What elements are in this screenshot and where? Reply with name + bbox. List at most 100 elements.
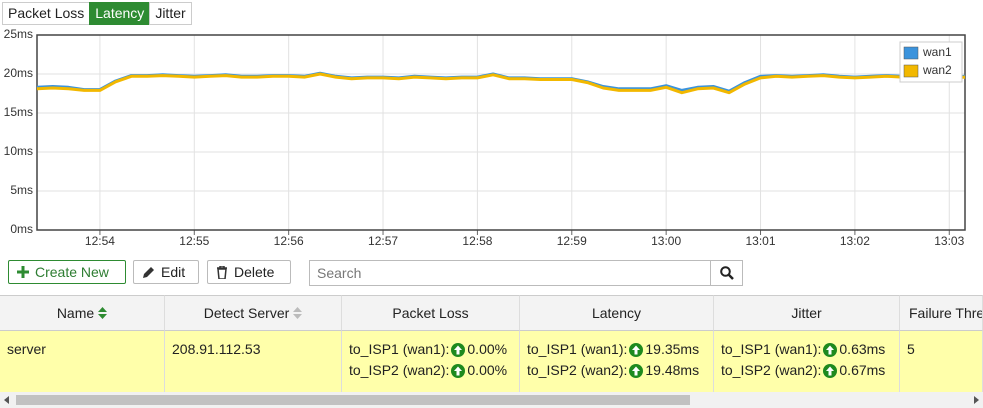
link-value: 0.00% <box>467 341 508 357</box>
icon-arrow <box>632 345 641 354</box>
header-label: Packet Loss <box>392 305 469 321</box>
y-tick-label: 25ms <box>4 27 33 41</box>
legend-label: wan2 <box>922 63 952 77</box>
status-up-icon <box>823 342 838 357</box>
x-tick-label: 12:55 <box>179 234 209 248</box>
link-value: 0.67ms <box>839 362 886 378</box>
column-header[interactable]: Jitter <box>714 295 900 331</box>
status-up-icon <box>629 342 644 357</box>
table-cell: 5 <box>900 331 983 392</box>
x-tick-label: 12:58 <box>462 234 492 248</box>
link-value: 19.35ms <box>645 341 700 357</box>
tab[interactable]: Latency <box>89 2 151 25</box>
status-up-icon <box>451 342 466 357</box>
cell-line: to_ISP2 (wan2): 0.67ms <box>721 360 892 381</box>
icon-arrow <box>454 366 463 375</box>
cell-text: server <box>7 341 46 357</box>
header-label: Name <box>56 305 95 321</box>
x-tick-label: 13:00 <box>651 234 681 248</box>
link-label: to_ISP2 (wan2): <box>349 362 450 378</box>
legend-label: wan1 <box>922 45 952 59</box>
y-tick-label: 10ms <box>4 144 33 158</box>
link-label: to_ISP1 (wan1): <box>721 341 822 357</box>
x-tick-label: 12:56 <box>274 234 304 248</box>
link-label: to_ISP2 (wan2): <box>527 362 628 378</box>
link-value: 0.00% <box>467 362 508 378</box>
series-line <box>36 72 966 95</box>
chart: 0ms 5ms 10ms 15ms 20ms 25ms 12:54 12:55 12:56 12:… <box>4 27 966 248</box>
table-cell: to_ISP1 (wan1): 0.00% to_ISP2 (wan2): 0.00% <box>342 331 520 392</box>
legend-swatch <box>903 46 919 60</box>
legend-swatch <box>903 64 919 78</box>
cell-line: to_ISP2 (wan2): 19.48ms <box>527 360 706 381</box>
table-cell: to_ISP1 (wan1): 0.63ms to_ISP2 (wan2): 0.67… <box>714 331 900 392</box>
sort-arrow <box>98 307 108 319</box>
link-label: to_ISP2 (wan2): <box>721 362 822 378</box>
column-header[interactable]: Latency <box>520 295 714 331</box>
sort-icon[interactable] <box>98 307 108 319</box>
scroll-right[interactable] <box>972 396 980 404</box>
cell-line: to_ISP2 (wan2): 0.00% <box>349 360 512 381</box>
link-value: 19.48ms <box>645 362 700 378</box>
create-label: Create New <box>35 264 109 280</box>
y-tick-label: 15ms <box>4 105 33 119</box>
y-tick-label: 20ms <box>4 66 33 80</box>
y-tick-label: 5ms <box>10 183 33 197</box>
tab[interactable]: Jitter <box>149 2 192 25</box>
y-tick-label: 0ms <box>10 222 33 236</box>
scroll-thumb[interactable] <box>16 395 690 405</box>
x-tick-label: 13:02 <box>840 234 870 248</box>
tab[interactable]: Packet Loss <box>2 2 91 25</box>
icon-arrow <box>454 345 463 354</box>
scrollbar[interactable] <box>0 392 983 408</box>
x-tick-label: 13:03 <box>934 234 964 248</box>
column-header[interactable]: Name <box>0 295 165 331</box>
column-header[interactable]: Packet Loss <box>342 295 520 331</box>
x-tick-label: 12:59 <box>557 234 587 248</box>
x-tick-label: 12:54 <box>85 234 115 248</box>
header-label: Latency <box>591 305 642 321</box>
status-up-icon <box>451 363 466 378</box>
search-button[interactable] <box>710 260 743 286</box>
tabs: Packet Loss Latency Jitter <box>2 2 192 25</box>
pencil-icon <box>143 266 154 278</box>
scroll-left[interactable] <box>3 396 11 404</box>
header-label: Detect Server <box>203 305 290 321</box>
link-value: 0.63ms <box>839 341 886 357</box>
plus-icon <box>17 266 29 278</box>
table-cell: 208.91.112.53 <box>165 331 342 392</box>
search-icon <box>719 266 734 280</box>
edit-button[interactable]: Edit <box>133 260 199 284</box>
cell-line: to_ISP1 (wan1): 19.35ms <box>527 339 706 360</box>
edit-label: Edit <box>161 264 186 280</box>
delete-label: Delete <box>234 264 275 280</box>
create-button[interactable]: Create New <box>8 260 126 284</box>
x-tick-label: 12:57 <box>368 234 398 248</box>
header-label: Failure Thre <box>909 305 983 321</box>
cell-text: 5 <box>907 341 915 357</box>
search-input[interactable]: Search <box>309 260 711 286</box>
status-up-icon <box>629 363 644 378</box>
header-label: Jitter <box>791 305 822 321</box>
table-cell: server <box>0 331 165 392</box>
search-placeholder: Search <box>317 265 362 281</box>
icon-arrow <box>826 366 835 375</box>
icon-arrow <box>826 345 835 354</box>
sort-arrow <box>293 307 303 319</box>
cell-line: to_ISP1 (wan1): 0.63ms <box>721 339 892 360</box>
cell-line: to_ISP1 (wan1): 0.00% <box>349 339 512 360</box>
icon-arrow <box>632 366 641 375</box>
delete-button[interactable]: Delete <box>207 260 291 284</box>
table-cell: to_ISP1 (wan1): 19.35ms to_ISP2 (wan2): 19.… <box>520 331 714 392</box>
plot-border <box>36 34 966 231</box>
x-tick-label: 13:01 <box>746 234 776 248</box>
column-header[interactable]: Detect Server <box>165 295 342 331</box>
status-up-icon <box>823 363 838 378</box>
cell-text: 208.91.112.53 <box>172 341 261 357</box>
column-header[interactable]: Failure Thre <box>900 295 983 331</box>
trash-icon <box>217 265 227 279</box>
plot-area <box>37 35 965 230</box>
link-label: to_ISP1 (wan1): <box>527 341 628 357</box>
sort-icon[interactable] <box>293 307 303 319</box>
